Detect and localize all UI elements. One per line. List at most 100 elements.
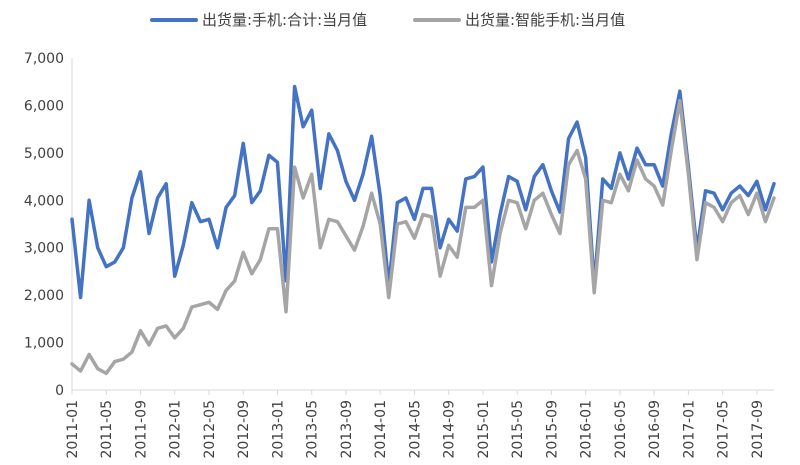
data-point [327, 218, 330, 221]
data-point [575, 120, 578, 123]
data-point [370, 135, 373, 138]
data-point [670, 149, 673, 152]
data-point [413, 237, 416, 240]
data-point [421, 213, 424, 216]
data-point [182, 244, 185, 247]
data-point [567, 163, 570, 166]
y-tick-label: 1,000 [24, 336, 64, 352]
data-point [105, 265, 108, 268]
data-point [173, 336, 176, 339]
data-point [293, 85, 296, 88]
data-point [173, 275, 176, 278]
data-point [524, 227, 527, 230]
data-point [567, 137, 570, 140]
data-point [695, 258, 698, 261]
data-point [207, 301, 210, 304]
data-point [276, 227, 279, 230]
data-point [464, 177, 467, 180]
data-point [327, 132, 330, 135]
x-tick-label: 2012-05 [202, 400, 218, 459]
data-point [302, 196, 305, 199]
data-point [207, 218, 210, 221]
data-point [738, 184, 741, 187]
data-point [550, 213, 553, 216]
data-point [755, 180, 758, 183]
data-point [336, 149, 339, 152]
data-point [618, 173, 621, 176]
x-tick-label: 2017-01 [681, 400, 697, 459]
data-point [361, 173, 364, 176]
data-point [610, 201, 613, 204]
data-point [653, 184, 656, 187]
data-point [370, 192, 373, 195]
data-point [379, 194, 382, 197]
data-point [481, 165, 484, 168]
data-point [284, 310, 287, 313]
data-point [233, 279, 236, 282]
data-point [653, 163, 656, 166]
data-point [498, 213, 501, 216]
data-point [96, 246, 99, 249]
data-point [224, 206, 227, 209]
x-tick-label: 2015-05 [510, 400, 526, 459]
data-point [755, 192, 758, 195]
data-point [498, 232, 501, 235]
data-point [764, 208, 767, 211]
data-point [344, 180, 347, 183]
data-point [464, 206, 467, 209]
y-tick-label: 3,000 [24, 241, 64, 257]
x-tick-label: 2016-09 [647, 400, 663, 459]
chart-legend: 出货量:手机:合计:当月值 出货量:智能手机:当月值 [150, 11, 625, 29]
data-point [721, 208, 724, 211]
x-tick-label: 2014-01 [373, 400, 389, 459]
data-point [165, 182, 168, 185]
data-point [541, 192, 544, 195]
data-point [242, 251, 245, 254]
data-point [439, 246, 442, 249]
data-point [310, 109, 313, 112]
legend-label: 出货量:智能手机:当月值 [465, 11, 625, 29]
x-tick-label: 2012-09 [236, 400, 252, 459]
x-tick-label: 2013-05 [305, 400, 321, 459]
data-point [267, 227, 270, 230]
data-point [336, 220, 339, 223]
data-point [712, 206, 715, 209]
data-point [387, 296, 390, 299]
data-point [490, 284, 493, 287]
plot-area [70, 84, 776, 376]
data-point [507, 199, 510, 202]
data-point [533, 199, 536, 202]
data-point [302, 125, 305, 128]
data-point [772, 182, 775, 185]
data-point [738, 194, 741, 197]
data-point [379, 222, 382, 225]
data-point [456, 256, 459, 259]
data-point [481, 199, 484, 202]
data-point [413, 218, 416, 221]
data-point [550, 189, 553, 192]
data-point [747, 194, 750, 197]
data-point [319, 187, 322, 190]
data-point [147, 343, 150, 346]
y-tick-label: 4,000 [24, 193, 64, 209]
data-point [122, 246, 125, 249]
data-point [276, 161, 279, 164]
data-point [139, 329, 142, 332]
data-point [558, 232, 561, 235]
data-point [404, 196, 407, 199]
data-point [730, 192, 733, 195]
data-point [353, 199, 356, 202]
x-tick-label: 2011-01 [65, 400, 81, 459]
y-tick-label: 2,000 [24, 288, 64, 304]
data-point [259, 189, 262, 192]
data-point [396, 201, 399, 204]
data-point [190, 305, 193, 308]
data-point [105, 372, 108, 375]
data-point [704, 189, 707, 192]
data-point [635, 147, 638, 150]
data-point [678, 90, 681, 93]
data-point [618, 151, 621, 154]
series-line-2 [70, 98, 776, 376]
